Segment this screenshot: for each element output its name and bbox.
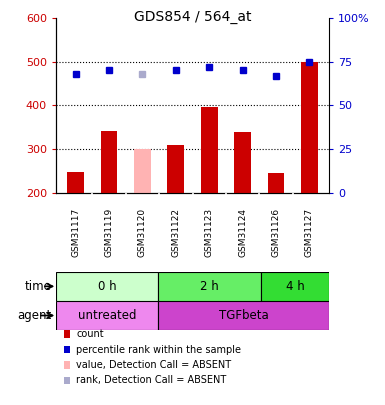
Bar — [67, 172, 84, 193]
Text: 2 h: 2 h — [200, 280, 219, 293]
Text: GSM31123: GSM31123 — [205, 208, 214, 257]
Text: untreated: untreated — [78, 309, 136, 322]
Bar — [167, 145, 184, 193]
Text: value, Detection Call = ABSENT: value, Detection Call = ABSENT — [76, 360, 231, 370]
Text: time: time — [25, 280, 52, 293]
Text: TGFbeta: TGFbeta — [219, 309, 269, 322]
Text: GSM31124: GSM31124 — [238, 208, 247, 257]
Text: 0 h: 0 h — [98, 280, 116, 293]
Text: 4 h: 4 h — [286, 280, 305, 293]
Text: GDS854 / 564_at: GDS854 / 564_at — [134, 10, 251, 24]
Bar — [261, 272, 329, 301]
Bar — [234, 132, 251, 193]
Text: GSM31117: GSM31117 — [71, 208, 80, 257]
Bar — [268, 173, 284, 193]
Text: rank, Detection Call = ABSENT: rank, Detection Call = ABSENT — [76, 375, 226, 385]
Bar — [158, 272, 261, 301]
Text: GSM31126: GSM31126 — [271, 208, 280, 257]
Text: agent: agent — [18, 309, 52, 322]
Bar — [301, 62, 318, 193]
Bar — [134, 149, 151, 193]
Bar — [201, 107, 218, 193]
Text: GSM31119: GSM31119 — [105, 208, 114, 257]
Bar — [56, 301, 158, 330]
Bar — [158, 301, 329, 330]
Bar — [56, 272, 158, 301]
Text: GSM31120: GSM31120 — [138, 208, 147, 257]
Text: GSM31122: GSM31122 — [171, 208, 180, 257]
Text: percentile rank within the sample: percentile rank within the sample — [76, 345, 241, 354]
Text: GSM31127: GSM31127 — [305, 208, 314, 257]
Bar — [101, 131, 117, 193]
Text: count: count — [76, 329, 104, 339]
